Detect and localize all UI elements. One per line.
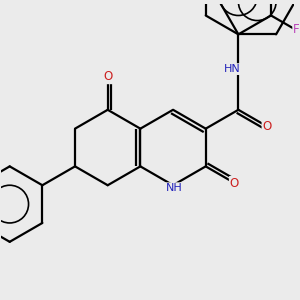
Text: O: O	[103, 70, 112, 83]
Text: HN: HN	[224, 64, 241, 74]
Text: NH: NH	[166, 183, 182, 193]
Text: O: O	[262, 120, 272, 133]
Text: O: O	[230, 177, 239, 190]
Text: F: F	[293, 23, 300, 36]
